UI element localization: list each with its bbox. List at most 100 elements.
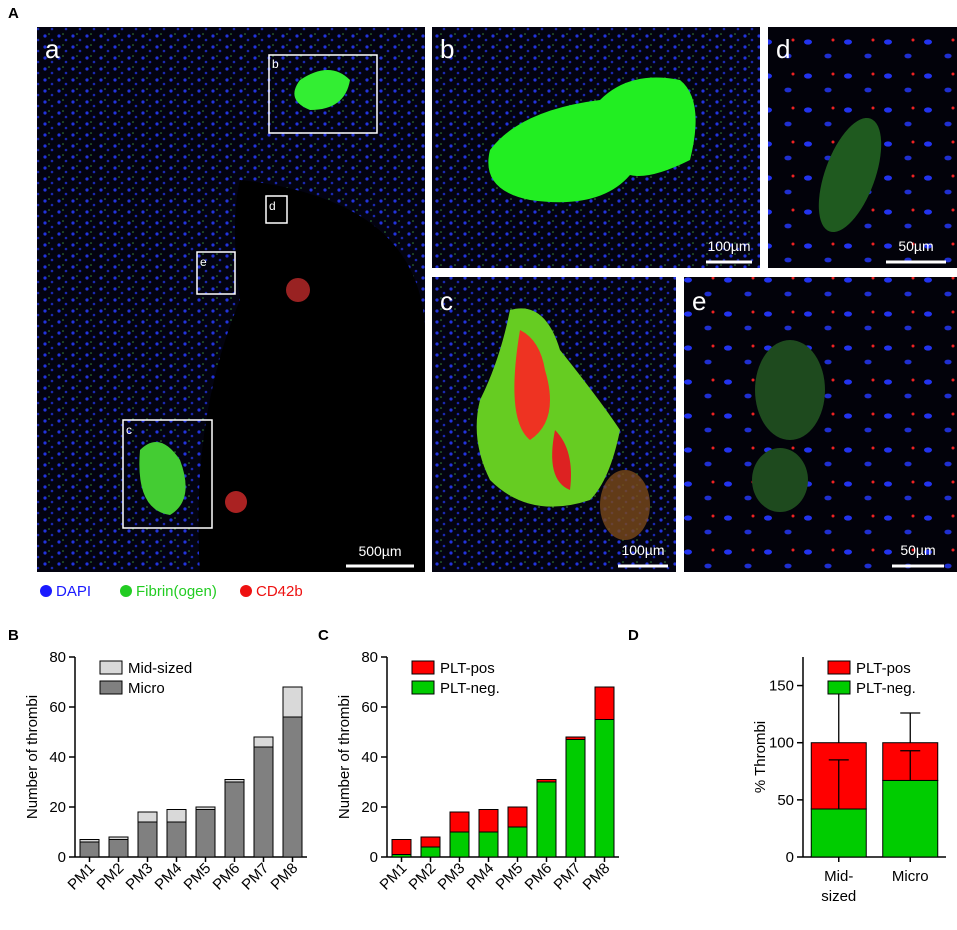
x-tick-label: PM1 [376,860,410,894]
image-label: a [45,34,60,64]
y-tick-label: 20 [49,799,66,816]
y-axis-title: % Thrombi [752,721,769,793]
image-label: b [440,34,454,64]
bar-segment [420,836,441,848]
bar-segment [507,806,528,828]
error-bar [900,750,921,781]
bar-segment [810,808,867,858]
x-tick-label: PM6 [521,860,555,894]
x-tick-label: Mid-sized [821,868,856,905]
y-tick-label: 0 [786,849,794,866]
x-tick-label: PM3 [122,860,156,894]
bar-segment [507,826,528,858]
legend-swatch [411,660,435,675]
y-tick-label: 0 [370,849,378,866]
bar-segment [224,779,245,783]
bar-segment [420,846,441,858]
micrograph [37,27,425,572]
bar-segment [536,779,557,783]
error-bar [900,712,921,743]
legend-label: Micro [128,680,165,697]
legend-dot [120,585,132,597]
image-label: c [440,286,453,316]
bar-segment [282,686,303,718]
x-tick-label: PM7 [238,860,272,894]
micrograph [432,27,760,268]
y-axis-title: Number of thrombi [24,695,41,819]
legend-label: DAPI [56,583,91,600]
x-tick-label: PM4 [151,860,185,894]
legend-swatch [99,660,123,675]
x-tick-label: PM4 [463,860,497,894]
panel-letter: D [628,627,639,644]
x-tick-label: PM1 [64,860,98,894]
legend-label: PLT-neg. [856,680,916,697]
y-tick-label: 40 [49,749,66,766]
y-tick-label: 100 [769,735,794,752]
y-axis-title: Number of thrombi [336,695,353,819]
legend-label: CD42b [256,583,303,600]
x-tick-label: PM2 [405,860,439,894]
x-tick-label: Micro [892,868,929,885]
bar-segment [108,839,129,858]
scale-bar-label: 500µm [358,543,401,559]
y-tick-label: 0 [58,849,66,866]
x-tick-label: PM7 [550,860,584,894]
x-tick-label: PM6 [209,860,243,894]
legend-swatch [99,680,123,695]
x-tick-label: PM8 [579,860,613,894]
image-label: e [692,286,706,316]
inset-label: c [126,423,132,437]
bar-segment [253,746,274,858]
bar-segment [166,809,187,823]
y-tick-label: 60 [49,699,66,716]
micrograph [432,277,676,572]
x-tick-label: PM8 [267,860,301,894]
legend-swatch [827,680,851,695]
legend-swatch [411,680,435,695]
scale-bar-label: 50µm [900,542,935,558]
bar-segment [449,811,470,833]
bar-segment [536,781,557,858]
bar-segment [253,736,274,748]
panel-letter: A [8,5,19,22]
bar-segment [79,841,100,858]
bar-segment [137,821,158,858]
y-tick-label: 40 [361,749,378,766]
y-tick-label: 80 [361,649,378,666]
micrograph [768,27,957,268]
x-tick-label: PM5 [180,860,214,894]
y-tick-label: 60 [361,699,378,716]
y-tick-label: 50 [777,792,794,809]
legend-label: PLT-neg. [440,680,500,697]
bar-segment [478,831,499,858]
legend-dot [240,585,252,597]
inset-label: b [272,57,279,71]
bar-segment [195,806,216,810]
legend-label: PLT-pos [440,660,495,677]
scale-bar-label: 100µm [621,542,664,558]
x-tick-label: PM5 [492,860,526,894]
legend-label: PLT-pos [856,660,911,677]
bar-segment [449,831,470,858]
panel-letter: C [318,627,329,644]
bar-segment [478,809,499,833]
legend-swatch [827,660,851,675]
bar-segment [282,716,303,858]
panel-letter: B [8,627,19,644]
error-bar [828,759,849,809]
x-tick-label: PM3 [434,860,468,894]
x-tick-label: PM2 [93,860,127,894]
bar-segment [594,686,615,720]
bar-segment [882,779,939,858]
bar-segment [137,811,158,823]
bar-segment [224,781,245,858]
inset-label: d [269,199,276,213]
bar-segment [108,836,129,840]
legend-label: Fibrin(ogen) [136,583,217,600]
error-bar [828,691,849,743]
bar-segment [594,719,615,858]
bar-segment [166,821,187,858]
legend-label: Mid-sized [128,660,192,677]
